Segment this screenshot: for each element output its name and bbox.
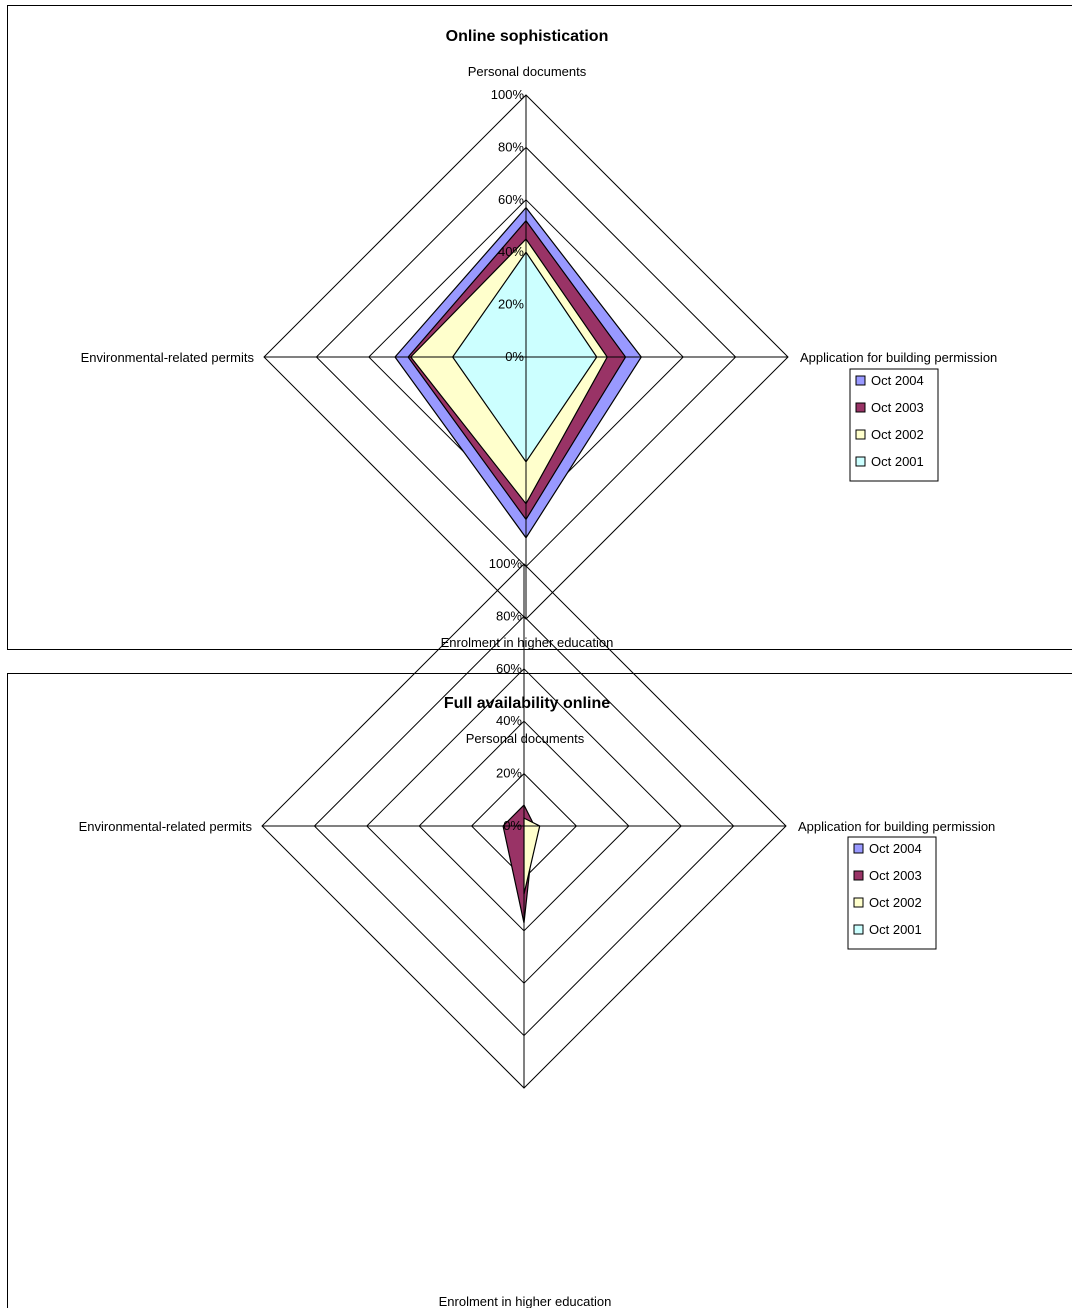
tick-label: 100% bbox=[489, 556, 523, 571]
chart-2-axis-label-bottom: Enrolment in higher education bbox=[439, 1294, 612, 1308]
legend-entry: Oct 2002 bbox=[871, 427, 924, 442]
legend-swatch bbox=[853, 897, 864, 908]
chart-1-title: Online sophistication bbox=[446, 28, 609, 45]
chart-2-axis-label-top: Personal documents bbox=[466, 731, 585, 746]
tick-label: 0% bbox=[503, 818, 522, 833]
legend-swatch bbox=[853, 870, 864, 881]
tick-label: 80% bbox=[496, 608, 522, 623]
chart-2-axis-label-left: Environmental-related permits bbox=[79, 819, 253, 834]
legend-entry: Oct 2003 bbox=[869, 868, 922, 883]
chart-1-axis-label-bottom: Enrolment in higher education bbox=[441, 635, 614, 650]
chart-2-frame bbox=[7, 673, 1072, 1308]
tick-label: 20% bbox=[496, 766, 522, 781]
legend-entry: Oct 2004 bbox=[869, 841, 922, 856]
legend-entry: Oct 2004 bbox=[871, 373, 924, 388]
chart-1-plot: 0% 20% 40% 60% 80% 100% bbox=[263, 87, 789, 620]
chart-2-title: Full availability online bbox=[444, 695, 610, 712]
legend-entry: Oct 2001 bbox=[871, 454, 924, 469]
legend-swatch bbox=[855, 429, 866, 440]
chart-1-axis-label-right: Application for building permission bbox=[800, 350, 997, 365]
legend-swatch bbox=[855, 402, 866, 413]
tick-label: 60% bbox=[498, 192, 524, 207]
tick-label: 0% bbox=[505, 349, 524, 364]
chart-1-axis-label-left: Environmental-related permits bbox=[81, 350, 255, 365]
legend-swatch bbox=[855, 456, 866, 467]
tick-label: 40% bbox=[498, 244, 524, 259]
tick-label: 20% bbox=[498, 297, 524, 312]
tick-label: 80% bbox=[498, 139, 524, 154]
chart-1-axis-label-top: Personal documents bbox=[468, 64, 587, 79]
legend-entry: Oct 2002 bbox=[869, 895, 922, 910]
tick-label: 100% bbox=[491, 87, 525, 102]
legend-swatch bbox=[855, 375, 866, 386]
tick-label: 60% bbox=[496, 661, 522, 676]
legend-swatch bbox=[853, 924, 864, 935]
legend-entry: Oct 2001 bbox=[869, 922, 922, 937]
legend-entry: Oct 2003 bbox=[871, 400, 924, 415]
tick-label: 40% bbox=[496, 713, 522, 728]
chart-2-plot: 0% 20% 40% 60% 80% 100% bbox=[261, 556, 787, 1089]
chart-2-axis-label-right: Application for building permission bbox=[798, 819, 995, 834]
legend-swatch bbox=[853, 843, 864, 854]
chart-1-legend: Oct 2004 Oct 2003 Oct 2002 Oct 2001 bbox=[849, 368, 939, 482]
chart-2-legend: Oct 2004 Oct 2003 Oct 2002 Oct 2001 bbox=[847, 836, 937, 950]
